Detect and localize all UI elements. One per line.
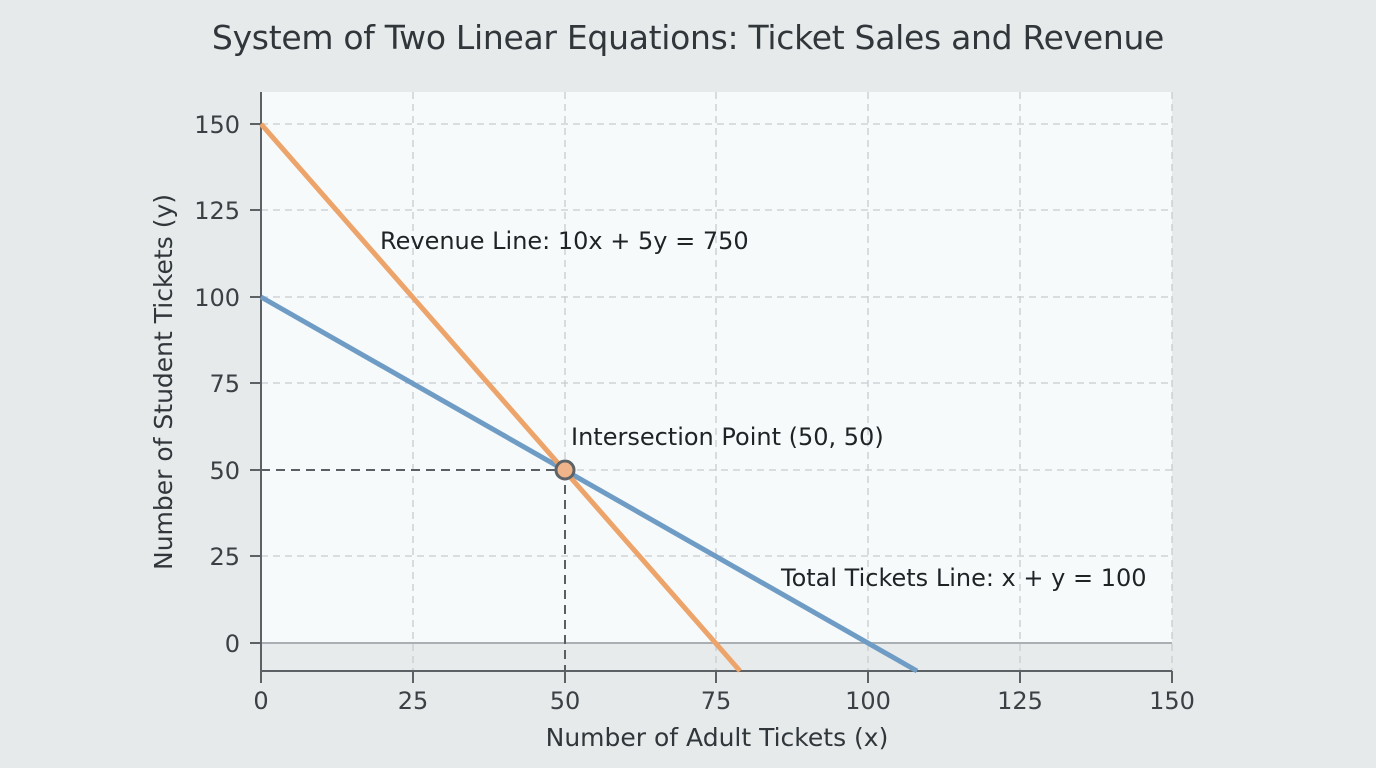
x-tick-label: 75 xyxy=(701,687,732,715)
x-tick-label: 100 xyxy=(845,687,891,715)
revenue-line xyxy=(259,122,742,673)
intersection-guides xyxy=(261,469,566,671)
x-tick-label: 125 xyxy=(997,687,1043,715)
total-tickets-annotation: Total Tickets Line: x + y = 100 xyxy=(780,564,1147,592)
y-tick-label: 100 xyxy=(194,284,240,312)
y-tick-label: 125 xyxy=(194,197,240,225)
horizontal-gridlines xyxy=(261,123,1172,557)
y-tick-label: 150 xyxy=(194,111,240,139)
intersection-marker xyxy=(554,459,576,481)
vertical-gridlines xyxy=(412,92,1173,671)
x-tick-labels: 0 25 50 75 100 125 150 xyxy=(253,687,1195,715)
intersection-annotation: Intersection Point (50, 50) xyxy=(571,423,884,451)
revenue-line-annotation: Revenue Line: 10x + 5y = 750 xyxy=(380,227,749,255)
chart-title: System of Two Linear Equations: Ticket S… xyxy=(211,18,1165,57)
y-axis-label: Number of Student Tickets (y) xyxy=(149,194,178,570)
y-tick-label: 50 xyxy=(209,457,240,485)
x-tick-label: 50 xyxy=(550,687,581,715)
x-tick-label: 0 xyxy=(253,687,268,715)
y-tick-label: 0 xyxy=(225,630,240,658)
x-tick-label: 150 xyxy=(1149,687,1195,715)
y-ticks xyxy=(250,123,261,644)
x-axis-label: Number of Adult Tickets (x) xyxy=(546,723,889,752)
y-tick-label: 75 xyxy=(209,370,240,398)
total-tickets-line xyxy=(259,294,919,674)
x-ticks xyxy=(260,671,1173,683)
y-tick-label: 25 xyxy=(209,543,240,571)
x-tick-label: 25 xyxy=(398,687,429,715)
y-tick-labels: 150 125 100 75 50 25 0 xyxy=(194,111,240,658)
